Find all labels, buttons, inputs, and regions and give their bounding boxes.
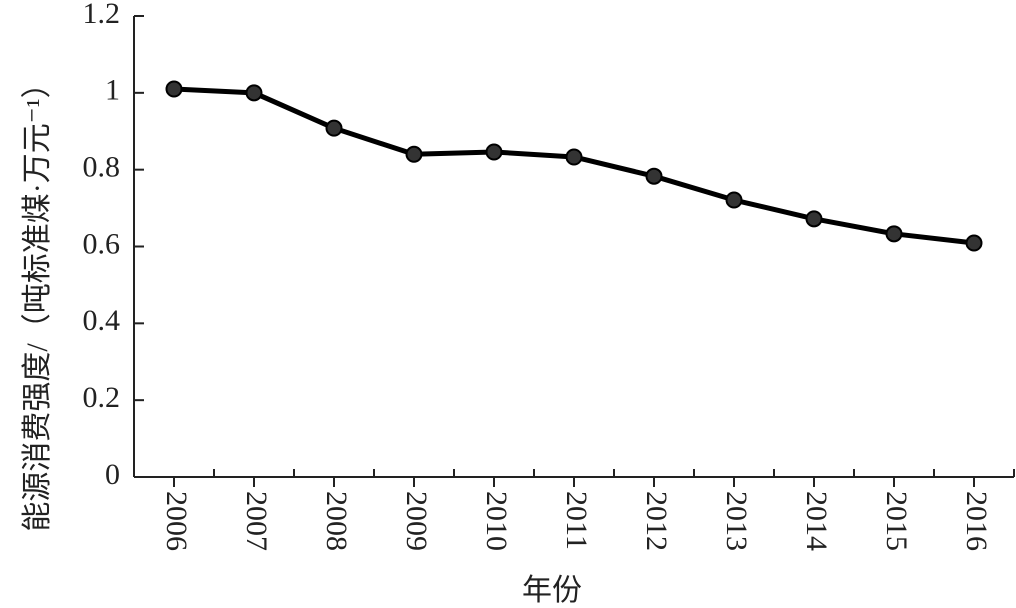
- point: [805, 210, 823, 228]
- point: [965, 234, 983, 252]
- point: [885, 225, 903, 243]
- point: [325, 119, 343, 137]
- line: [173, 86, 975, 246]
- x-tick-label: 2015: [880, 491, 913, 551]
- y-tick-label: 0.2: [83, 381, 121, 414]
- y-tick-label: 1: [105, 74, 120, 107]
- point: [645, 167, 663, 185]
- x-tick-label: 2008: [320, 491, 353, 551]
- y-tick-label: 0.4: [83, 304, 121, 337]
- x-tick-label: 2011: [560, 491, 593, 550]
- point: [565, 148, 583, 166]
- point: [165, 80, 183, 98]
- y-tick-label: 0.8: [83, 151, 121, 184]
- point: [485, 143, 503, 161]
- x-tick-label: 2010: [480, 491, 513, 551]
- point: [405, 145, 423, 163]
- x-tick-label: 2007: [240, 491, 273, 551]
- x-axis-label: 年份: [522, 574, 582, 607]
- x-tick-label: 2014: [800, 491, 833, 551]
- x-tick-label: 2006: [160, 491, 193, 551]
- x-tick-label: 2012: [640, 491, 673, 551]
- x-tick-label: 2013: [720, 491, 753, 551]
- y-tick-label: 1.2: [83, 0, 121, 30]
- x-tick-label: 2009: [400, 491, 433, 551]
- point: [245, 84, 263, 102]
- point: [725, 191, 743, 209]
- y-axis-label: 能源消费强度/（吨标准煤·万元⁻¹）: [21, 68, 54, 531]
- x-tick-label: 2016: [960, 491, 993, 551]
- y-tick-label: 0.6: [83, 227, 121, 260]
- y-tick-label: 0: [105, 458, 120, 491]
